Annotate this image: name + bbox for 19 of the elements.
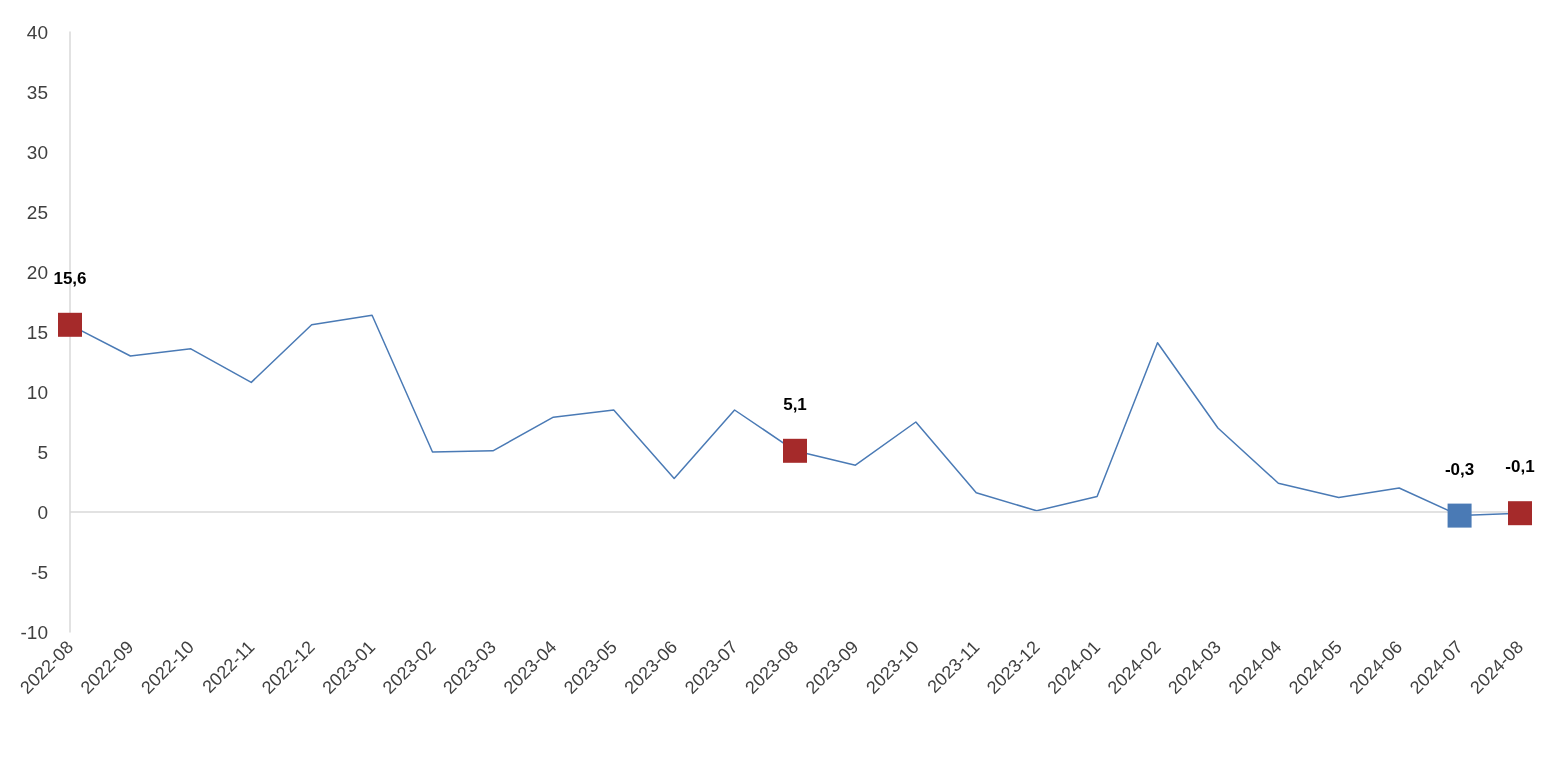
y-tick-label: 25 xyxy=(26,201,48,223)
y-tick-label: -5 xyxy=(31,561,48,583)
y-tick-label: 15 xyxy=(26,321,48,343)
y-tick-label: 5 xyxy=(37,441,48,463)
point xyxy=(783,438,807,463)
y-tick-label: 40 xyxy=(26,21,48,43)
y-tick-label: 30 xyxy=(26,141,48,163)
y-tick-label: -10 xyxy=(20,621,48,643)
y-tick-label: 0 xyxy=(37,501,48,523)
data-label: 5,1 xyxy=(783,394,807,414)
point xyxy=(1447,503,1472,528)
point xyxy=(1508,501,1532,526)
y-tick-label: 10 xyxy=(26,381,48,403)
data-label: -0,1 xyxy=(1505,457,1535,477)
data-label: -0,3 xyxy=(1444,459,1475,479)
data-label: 15,6 xyxy=(53,268,87,288)
y-tick-label: 35 xyxy=(26,81,48,103)
y-tick-label: 20 xyxy=(26,261,48,283)
point xyxy=(58,312,82,337)
